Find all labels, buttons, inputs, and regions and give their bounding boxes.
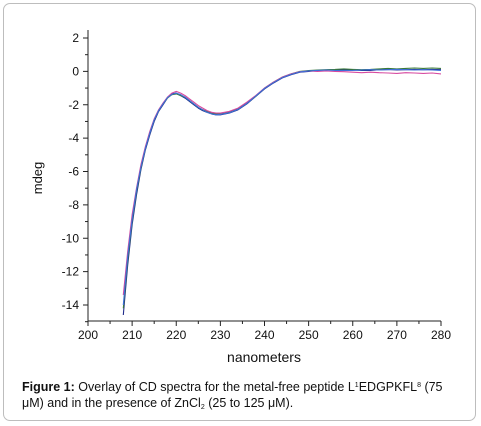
- x-tick-label: 230: [210, 328, 230, 342]
- caption-text-2: EDGPKFL: [358, 380, 418, 394]
- x-tick-label: 240: [254, 328, 274, 342]
- series-line-3: [122, 70, 442, 296]
- y-tick-label: -6: [68, 165, 79, 179]
- y-tick-label: -10: [62, 231, 80, 245]
- caption-text-3: (75 μM) and in the presence of ZnCl: [22, 380, 443, 410]
- y-tick-label: 0: [72, 64, 79, 78]
- y-tick-label: -2: [68, 98, 79, 112]
- x-tick-label: 220: [166, 328, 186, 342]
- caption-label: Figure 1:: [22, 380, 75, 394]
- caption-sup-1: 1: [354, 382, 359, 389]
- y-tick-label: -4: [68, 131, 79, 145]
- caption-text-4: (25 to 125 μM).: [204, 396, 294, 410]
- x-tick-label: 210: [122, 328, 142, 342]
- x-tick-label: 200: [78, 328, 98, 342]
- y-tick-label: 2: [72, 31, 79, 45]
- y-tick-label: -14: [62, 298, 80, 312]
- figure-caption: Figure 1: Overlay of CD spectra for the …: [22, 378, 462, 416]
- figure-frame: [3, 3, 476, 421]
- caption-text-1: Overlay of CD spectra for the metal-free…: [74, 380, 355, 394]
- y-axis-label: mdeg: [30, 162, 45, 195]
- caption-sub-1: 2: [200, 404, 205, 411]
- series-line-1: [122, 68, 442, 316]
- series-line-4: [122, 68, 442, 306]
- x-tick-label: 260: [343, 328, 363, 342]
- x-tick-label: 280: [431, 328, 451, 342]
- caption-sup-2: 8: [417, 382, 421, 389]
- x-tick-label: 250: [299, 328, 319, 342]
- y-tick-label: -8: [68, 198, 79, 212]
- series-line-2: [122, 67, 442, 309]
- y-tick-label: -12: [62, 265, 80, 279]
- x-tick-label: 270: [387, 328, 407, 342]
- plot-series: [122, 67, 442, 316]
- axes: 2 0 -2 -4 -6 -8 -10 -12 -14 200 210 220 230 240 250 260…: [62, 30, 451, 342]
- x-axis-label: nanometers: [227, 349, 301, 365]
